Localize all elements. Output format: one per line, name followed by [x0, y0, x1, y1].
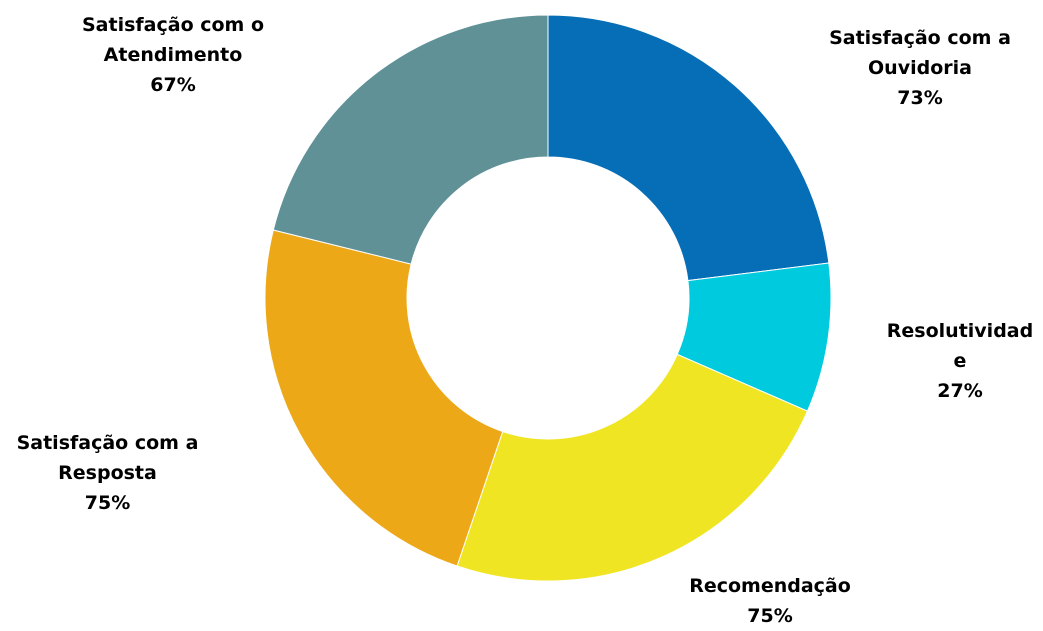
slice-percent: 27% — [937, 380, 983, 402]
slice-satisfacao-resposta — [264, 229, 504, 567]
slice-percent: 73% — [897, 87, 943, 109]
slice-label-line: Resolutividad — [886, 320, 1034, 342]
slice-label-line: Recomendação — [689, 575, 851, 597]
slice-label-resolutividade: Resolutividad e 27% — [860, 316, 1043, 406]
slice-satisfacao-ouvidoria — [547, 14, 830, 282]
slice-label-line: Atendimento — [103, 44, 243, 66]
slice-percent: 75% — [84, 492, 131, 514]
slice-label-line: Satisfação com o — [81, 14, 265, 36]
slice-label-line: Satisfação com a — [16, 432, 199, 454]
slice-label-line: Ouvidoria — [868, 57, 972, 79]
slice-label-line: Resposta — [58, 462, 157, 484]
slice-percent: 67% — [150, 74, 196, 96]
slice-label-line: Satisfação com a — [829, 27, 1011, 49]
slice-label-satisfacao-ouvidoria: Satisfação com a Ouvidoria 73% — [805, 23, 1035, 113]
slice-label-line: e — [953, 350, 967, 372]
slice-percent: 75% — [747, 605, 793, 627]
slice-label-satisfacao-resposta: Satisfação com a Resposta 75% — [0, 428, 215, 518]
slice-satisfacao-atendimento — [272, 14, 549, 265]
slice-label-satisfacao-atendimento: Satisfação com o Atendimento 67% — [58, 10, 288, 100]
slice-recomendacao — [456, 353, 809, 582]
slice-label-recomendacao: Recomendação 75% — [655, 571, 885, 631]
